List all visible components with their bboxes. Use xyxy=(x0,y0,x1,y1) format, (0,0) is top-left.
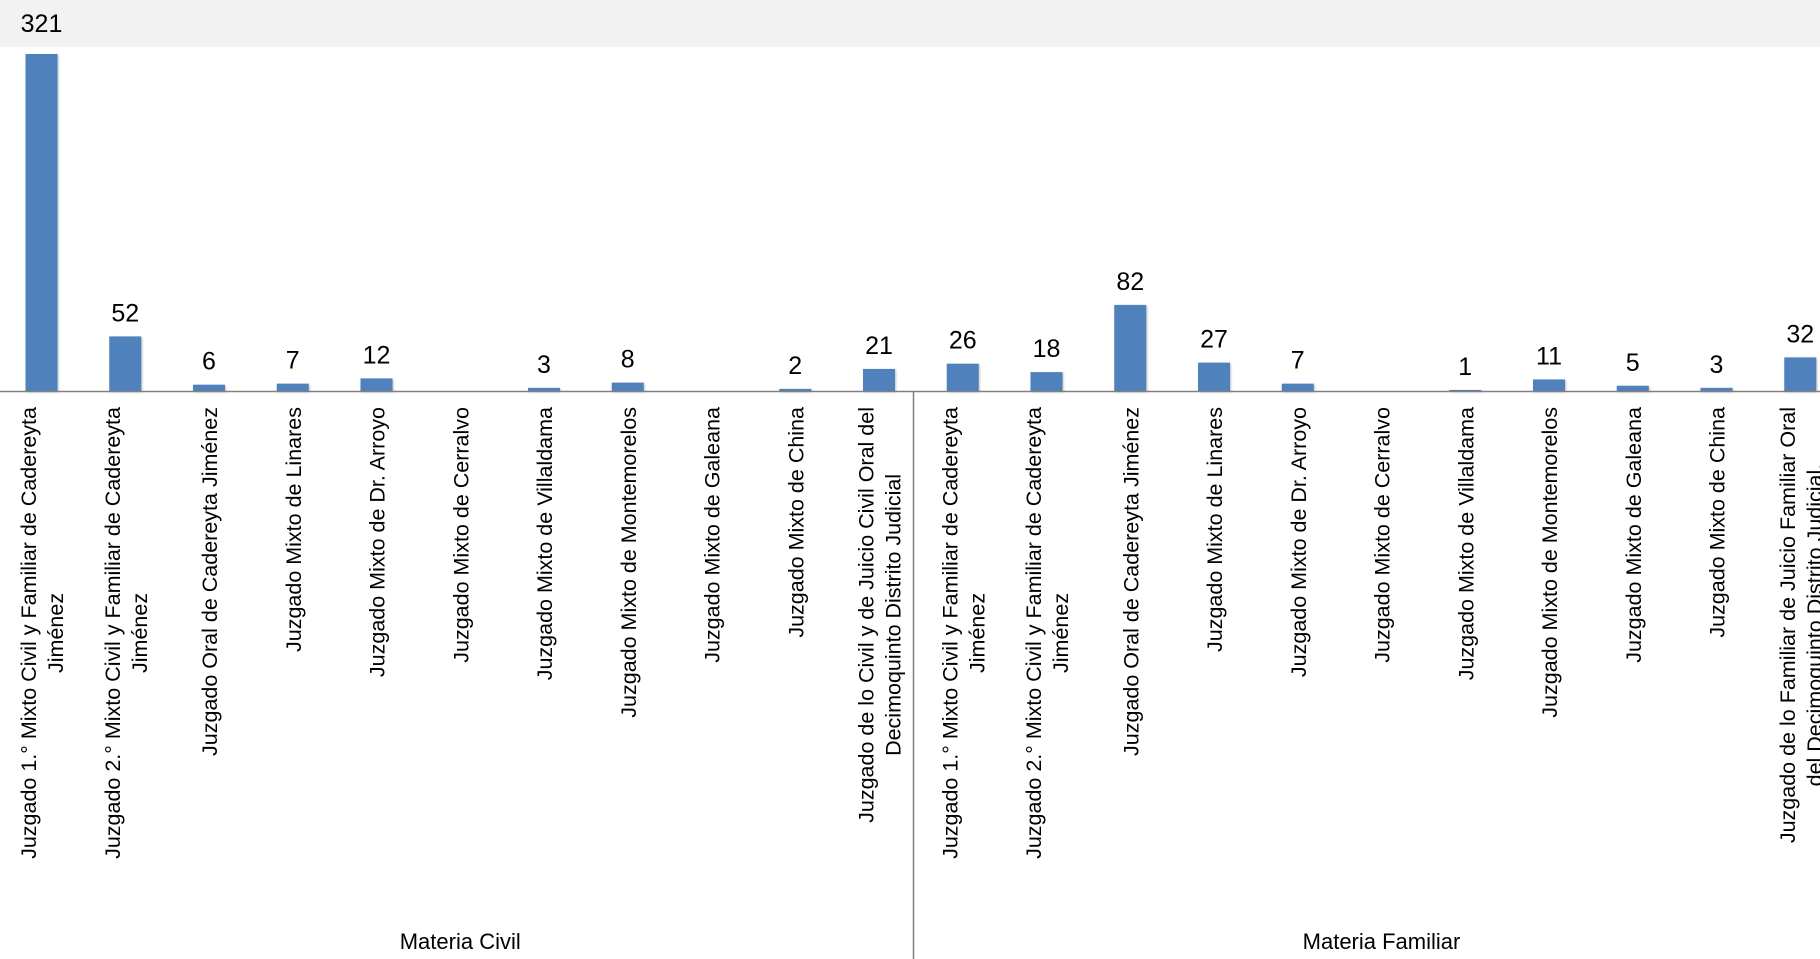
group-label: Materia Familiar xyxy=(1303,929,1461,954)
category-label: Juzgado Mixto de Galeana xyxy=(701,407,725,663)
data-label: 5 xyxy=(1626,349,1640,377)
category-label: Juzgado Mixto de Cerralvo xyxy=(1371,407,1395,663)
category-label: Juzgado Mixto de Villaldama xyxy=(533,407,557,680)
category-label: Juzgado Oral de Cadereyta Jiménez xyxy=(1119,407,1143,756)
category-label: Juzgado 2.° Mixto Civil y Familiar de Ca… xyxy=(1022,407,1073,859)
data-label: 18 xyxy=(1033,335,1061,363)
category-label: Juzgado de lo Civil y de Juicio Civil Or… xyxy=(855,407,906,823)
data-label: 82 xyxy=(1116,268,1144,296)
group-labels-layer: Materia Civil Materia Familiar xyxy=(400,929,1461,954)
bar xyxy=(946,363,979,391)
bar xyxy=(1198,362,1230,391)
bar xyxy=(1700,387,1733,391)
data-label: 32 xyxy=(1786,320,1814,348)
category-label: Juzgado Mixto de Dr. Arroyo xyxy=(1287,407,1311,677)
bar xyxy=(276,383,309,391)
category-label: Juzgado 1.° Mixto Civil y Familiar de Ca… xyxy=(938,407,989,859)
bar xyxy=(1616,385,1649,391)
bar xyxy=(779,388,812,391)
category-label: Juzgado Mixto de China xyxy=(1706,407,1730,638)
category-label: Juzgado 1.° Mixto Civil y Familiar de Ca… xyxy=(17,407,68,859)
category-label: Juzgado Mixto de Galeana xyxy=(1622,407,1646,663)
data-label: 6 xyxy=(202,348,216,376)
bar xyxy=(1030,372,1063,391)
data-label: 27 xyxy=(1200,326,1228,354)
data-label: 12 xyxy=(363,341,391,369)
bar xyxy=(528,387,560,391)
bars-layer xyxy=(25,54,1817,391)
category-label: Juzgado Mixto de Montemorelos xyxy=(617,407,641,718)
data-label: 3 xyxy=(1710,351,1724,379)
category-label: Juzgado Mixto de Dr. Arroyo xyxy=(366,407,390,677)
bar xyxy=(1281,383,1314,391)
category-label: Juzgado Mixto de Villaldama xyxy=(1454,407,1478,680)
bar xyxy=(863,368,895,391)
bar xyxy=(1533,379,1565,391)
bar xyxy=(109,336,142,391)
category-label: Juzgado Mixto de Linares xyxy=(282,407,306,652)
bar xyxy=(611,382,644,391)
category-label: Juzgado de lo Familiar de Juicio Familia… xyxy=(1776,407,1820,843)
bar xyxy=(193,384,225,391)
bar xyxy=(25,54,58,391)
data-label: 7 xyxy=(286,347,300,375)
category-label: Juzgado 2.° Mixto Civil y Familiar de Ca… xyxy=(101,407,152,859)
data-label: 1 xyxy=(1458,353,1472,381)
category-label: Juzgado Mixto de Montemorelos xyxy=(1538,407,1562,718)
category-label: Juzgado Mixto de China xyxy=(784,407,808,638)
bar xyxy=(1449,389,1482,391)
data-label: 3 xyxy=(537,351,551,379)
data-label: 52 xyxy=(111,299,139,327)
bar xyxy=(1784,357,1817,391)
data-label: 2 xyxy=(788,352,802,380)
group-label: Materia Civil xyxy=(400,929,521,954)
data-label: 321 xyxy=(21,10,63,38)
category-label: Juzgado Mixto de Linares xyxy=(1203,407,1227,652)
data-label: 11 xyxy=(1536,342,1562,370)
bar xyxy=(1114,304,1147,391)
category-labels-layer: Juzgado 1.° Mixto Civil y Familiar de Ca… xyxy=(17,407,1820,859)
data-label: 8 xyxy=(621,346,635,374)
data-label: 21 xyxy=(865,332,893,360)
data-label: 7 xyxy=(1291,347,1305,375)
data-label: 26 xyxy=(949,327,977,355)
bar xyxy=(360,378,393,391)
category-label: Juzgado Oral de Cadereyta Jiménez xyxy=(198,407,222,756)
chart-top-band xyxy=(0,0,1820,47)
category-label: Juzgado Mixto de Cerralvo xyxy=(449,407,473,663)
